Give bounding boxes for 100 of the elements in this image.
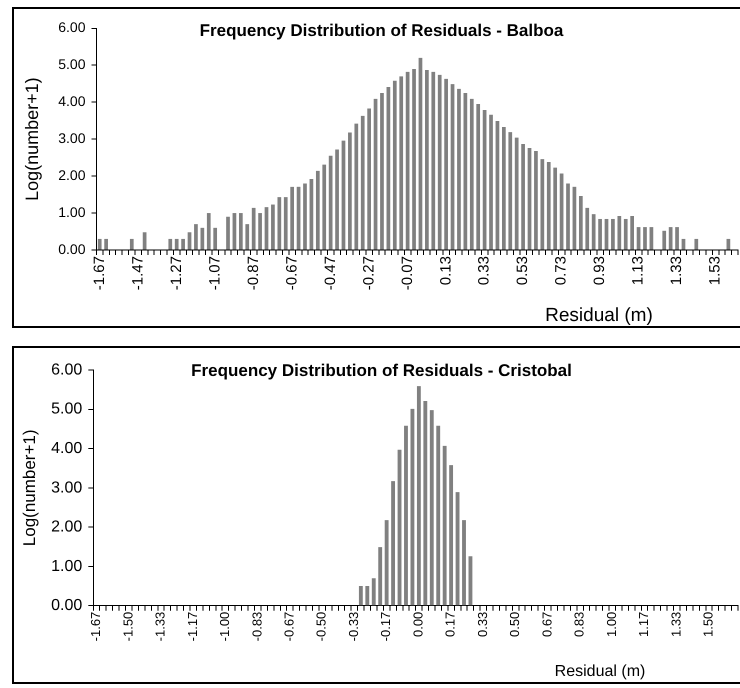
bar bbox=[284, 197, 288, 250]
bar bbox=[271, 204, 275, 250]
bar bbox=[468, 556, 472, 606]
bar bbox=[643, 227, 647, 250]
y-tick-label: 5.00 bbox=[58, 56, 86, 72]
x-tick-label: 1.17 bbox=[636, 612, 652, 638]
bar bbox=[508, 132, 512, 250]
bar bbox=[444, 78, 448, 250]
bar bbox=[430, 410, 434, 606]
bar bbox=[438, 74, 442, 250]
x-tick-label: 0.33 bbox=[476, 256, 493, 286]
chart-title: Frequency Distribution of Residuals - Cristobal bbox=[191, 361, 572, 381]
bar bbox=[252, 208, 256, 250]
x-tick-label: -0.27 bbox=[360, 256, 378, 290]
x-tick-label: -0.83 bbox=[249, 612, 264, 642]
bar bbox=[386, 87, 390, 250]
bar bbox=[181, 238, 185, 250]
bar bbox=[378, 547, 382, 606]
y-tick-label: 2.00 bbox=[58, 166, 86, 183]
x-tick-label: -0.07 bbox=[398, 256, 416, 290]
bar bbox=[342, 140, 346, 250]
y-tick-label: 0.00 bbox=[58, 240, 86, 257]
bar bbox=[168, 238, 172, 250]
x-tick-label: 1.00 bbox=[604, 612, 619, 638]
bar bbox=[436, 426, 440, 606]
x-tick-label: -0.17 bbox=[378, 612, 394, 642]
bar bbox=[546, 162, 551, 250]
y-axis-title: Log(number+1) bbox=[22, 77, 42, 201]
bar bbox=[553, 168, 558, 250]
bar bbox=[174, 238, 179, 250]
bar bbox=[412, 68, 416, 250]
x-tick-label: 0.73 bbox=[552, 256, 570, 286]
bar bbox=[380, 92, 384, 250]
bar bbox=[457, 88, 461, 250]
bar bbox=[502, 126, 506, 250]
y-tick-label: 4.00 bbox=[51, 440, 82, 457]
bar bbox=[398, 450, 402, 606]
y-tick-label: 6.00 bbox=[51, 361, 82, 378]
x-tick-label: -0.67 bbox=[283, 256, 300, 290]
bar bbox=[354, 124, 358, 250]
bar bbox=[464, 92, 468, 250]
bar bbox=[462, 520, 466, 606]
x-tick-label: -1.50 bbox=[120, 612, 136, 642]
bar bbox=[418, 58, 422, 250]
bar bbox=[98, 238, 102, 250]
x-tick-label: -0.67 bbox=[282, 612, 297, 642]
bar bbox=[514, 138, 519, 250]
bar bbox=[624, 218, 628, 250]
x-tick-label: -1.33 bbox=[152, 612, 168, 642]
bar bbox=[572, 186, 576, 250]
x-axis-title: Residual (m) bbox=[554, 662, 646, 682]
x-tick-label: 1.33 bbox=[668, 612, 684, 638]
bar bbox=[410, 408, 414, 606]
bar bbox=[423, 401, 428, 606]
x-tick-label: 0.50 bbox=[507, 612, 522, 638]
bar bbox=[668, 227, 673, 250]
x-tick-label: -1.07 bbox=[206, 256, 224, 290]
x-tick-label: 0.13 bbox=[437, 256, 454, 286]
bar bbox=[449, 465, 454, 606]
x-tick-label: 0.67 bbox=[539, 612, 554, 638]
bar bbox=[604, 218, 608, 250]
y-tick-label: 2.00 bbox=[51, 518, 82, 536]
bar bbox=[328, 156, 333, 250]
bar bbox=[303, 183, 307, 250]
bar bbox=[682, 238, 686, 250]
bar bbox=[611, 218, 615, 250]
bar bbox=[598, 218, 602, 250]
x-tick-label: 0.53 bbox=[514, 256, 532, 286]
bar bbox=[367, 108, 371, 250]
bar bbox=[456, 492, 460, 606]
y-tick-label: 3.00 bbox=[51, 479, 82, 496]
y-tick-label: 6.00 bbox=[58, 19, 86, 36]
bar bbox=[232, 213, 236, 250]
bar bbox=[142, 232, 146, 250]
bar bbox=[650, 227, 654, 250]
x-tick-label: 1.53 bbox=[706, 256, 724, 286]
bar bbox=[358, 586, 363, 606]
bar bbox=[194, 224, 198, 250]
bar bbox=[104, 238, 108, 250]
x-tick-label: -0.87 bbox=[244, 256, 262, 290]
x-tick-label: -1.67 bbox=[90, 256, 108, 290]
bar bbox=[540, 159, 544, 250]
bar bbox=[392, 80, 397, 250]
y-tick-label: 1.00 bbox=[58, 204, 86, 220]
bar bbox=[636, 227, 640, 250]
bar bbox=[310, 179, 314, 250]
x-tick-label: -1.27 bbox=[168, 256, 185, 290]
bar bbox=[585, 208, 590, 250]
y-tick-label: 4.00 bbox=[58, 93, 86, 110]
bar bbox=[200, 228, 204, 250]
x-tick-label: 0.83 bbox=[572, 612, 587, 638]
bar bbox=[404, 426, 408, 606]
x-tick-label: -1.17 bbox=[184, 612, 200, 642]
x-tick-label: 0.17 bbox=[442, 612, 458, 638]
bar bbox=[322, 164, 326, 250]
bar bbox=[489, 114, 493, 250]
x-tick-label: -1.00 bbox=[217, 612, 232, 642]
x-tick-label: -0.50 bbox=[314, 612, 329, 642]
bar bbox=[277, 197, 282, 250]
bar bbox=[188, 232, 192, 250]
